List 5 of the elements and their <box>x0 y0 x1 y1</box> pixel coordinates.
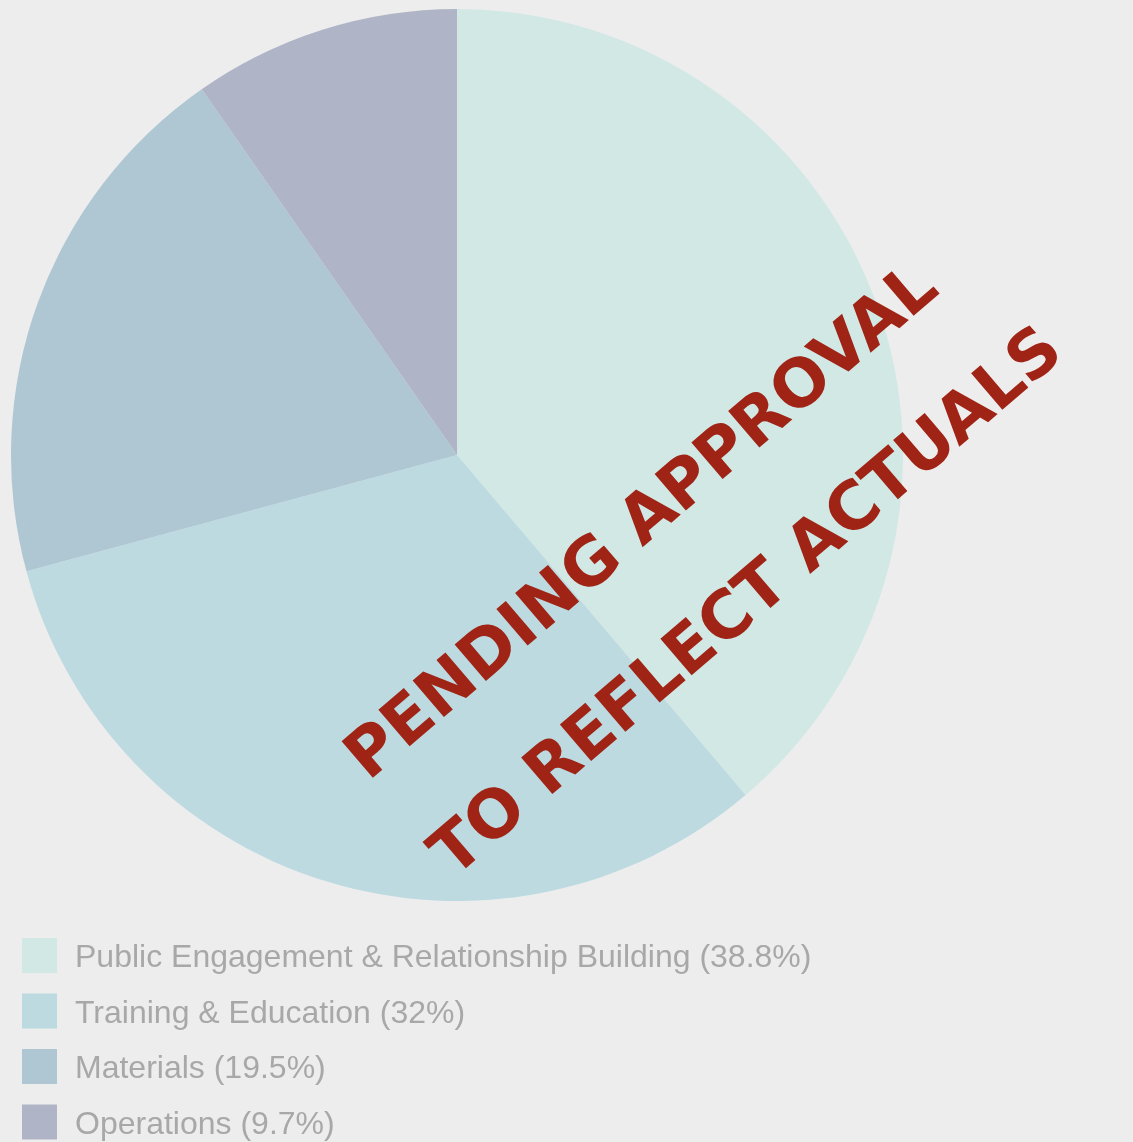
pie-slice <box>201 9 457 455</box>
legend-label: Operations (9.7%) <box>75 1104 335 1141</box>
legend-label: Public Engagement & Relationship Building (38.8%) <box>75 938 812 974</box>
legend-label: Materials (19.5%) <box>75 1049 326 1085</box>
legend-label: Training & Education (32%) <box>75 993 466 1030</box>
